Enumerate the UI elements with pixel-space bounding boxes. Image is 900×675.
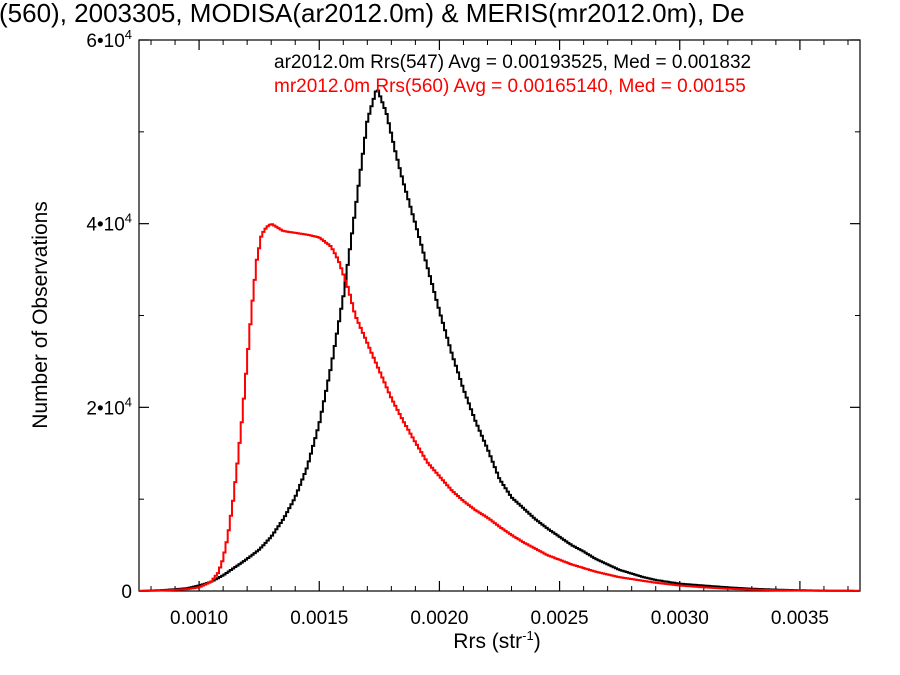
y-tick-label: 0: [121, 582, 132, 603]
y-tick-label-base: 4•10: [86, 215, 124, 236]
x-tick-label: 0.0030: [651, 608, 709, 629]
x-tick-label: 0.0015: [290, 608, 348, 629]
series-layer: [139, 89, 860, 592]
x-axis-title: Rrs (str-1): [453, 628, 540, 653]
y-tick-label-exponent: 4: [125, 211, 132, 226]
x-tick-label: 0.0020: [410, 608, 468, 629]
y-tick-label: 4•104: [86, 211, 132, 236]
series-line-meris: [139, 223, 860, 592]
y-tick-label-exponent: 4: [125, 394, 132, 409]
x-tick-label: 0.0035: [771, 608, 829, 629]
x-axis-title-main: Rrs (str: [453, 630, 522, 653]
y-tick-label: 6•104: [86, 27, 132, 52]
x-tick-label: 0.0025: [531, 608, 589, 629]
y-tick-label-base: 0: [121, 582, 132, 603]
chart-title: s(560), 2003305, MODISA(ar2012.0m) & MER…: [0, 0, 745, 28]
y-tick-label: 2•104: [86, 394, 132, 419]
x-tick-label: 0.0010: [170, 608, 228, 629]
legend: ar2012.0m Rrs(547) Avg = 0.00193525, Med…: [274, 52, 751, 97]
legend-entry: mr2012.0m Rrs(560) Avg = 0.00165140, Med…: [274, 76, 746, 97]
x-axis-title-superscript: -1: [522, 628, 534, 643]
y-tick-label-exponent: 4: [125, 27, 132, 42]
series-line-modisa: [139, 89, 860, 592]
y-tick-label-base: 2•10: [86, 398, 124, 419]
x-axis-title-end: ): [534, 630, 541, 653]
plot-frame: [138, 39, 861, 592]
x-axis: 0.0010 0.0015 0.0020 0.0025 0.0030 0.0035: [150, 40, 849, 629]
legend-entry: ar2012.0m Rrs(547) Avg = 0.00193525, Med…: [274, 52, 751, 73]
y-tick-label-base: 6•10: [86, 31, 124, 52]
y-axis-title: Number of Observations: [29, 201, 52, 429]
